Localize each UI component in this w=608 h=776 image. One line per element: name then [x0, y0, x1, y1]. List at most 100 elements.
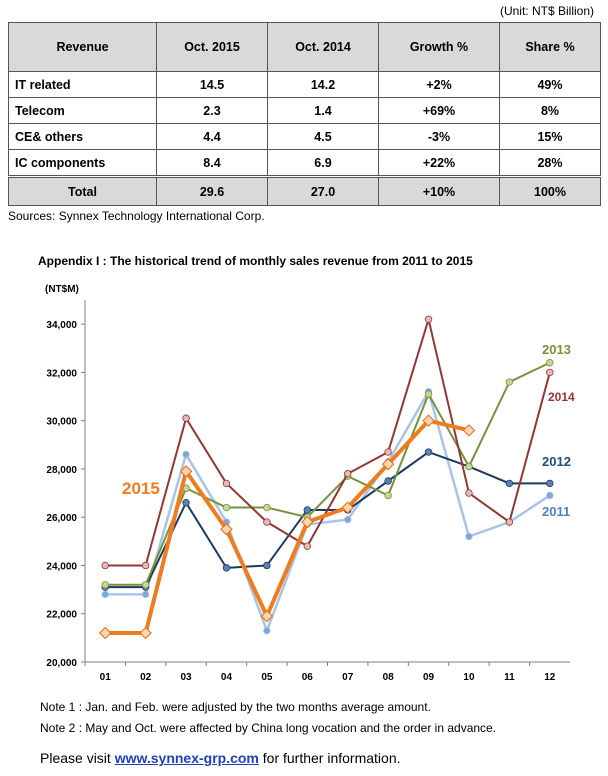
y-tick-label: 24,000	[46, 561, 77, 572]
row-oct2014: 4.5	[267, 123, 379, 150]
data-point-2013	[101, 581, 109, 589]
data-point-2013	[384, 491, 392, 500]
row-category: IC components	[8, 149, 157, 177]
data-point-2012	[182, 499, 190, 507]
row-growth: +2%	[378, 71, 500, 98]
data-point-2011	[182, 450, 190, 459]
note-2: Note 2 : May and Oct. were affected by C…	[40, 721, 497, 735]
data-point-2015	[260, 609, 274, 623]
visit-prefix: Please visit	[40, 750, 111, 766]
table-header-row: Revenue Oct. 2015 Oct. 2014 Growth % Sha…	[8, 22, 601, 72]
y-tick-label: 20,000	[46, 658, 77, 669]
data-point-2012	[303, 506, 311, 514]
series-label-2013: 2013	[542, 342, 571, 357]
x-tick-label: 10	[463, 672, 475, 683]
row-share: 15%	[499, 123, 601, 150]
series-line-2014	[105, 318, 551, 567]
row-oct2015: 8.4	[156, 149, 268, 177]
data-point-2011	[344, 515, 352, 524]
row-share: 49%	[499, 71, 601, 98]
data-point-2014	[263, 518, 271, 526]
data-point-2015	[381, 457, 395, 471]
total-share: 100%	[499, 175, 601, 206]
data-point-2012	[505, 479, 514, 488]
series-line-2013	[105, 361, 551, 586]
data-point-2014	[344, 470, 352, 478]
series-label-2012: 2012	[542, 454, 571, 469]
x-tick-label: 01	[100, 672, 112, 683]
row-oct2015: 2.3	[156, 97, 268, 124]
unit-label: (Unit: NT$ Billion)	[499, 4, 594, 18]
row-oct2015: 4.4	[156, 123, 268, 150]
series-line-2011	[105, 390, 551, 632]
header-oct2015: Oct. 2015	[156, 22, 268, 72]
sources-note: Sources: Synnex Technology International…	[8, 209, 265, 223]
data-point-2013	[141, 581, 150, 589]
data-point-2015	[179, 465, 193, 478]
data-point-2013	[263, 503, 271, 512]
x-tick-label: 03	[180, 672, 192, 683]
row-oct2015: 14.5	[156, 71, 268, 98]
data-point-2014	[182, 414, 190, 422]
data-point-2011	[141, 590, 150, 599]
data-point-2012	[263, 561, 271, 570]
x-tick-label: 08	[383, 672, 395, 683]
data-point-2012	[384, 477, 392, 485]
x-tick-label: 11	[504, 672, 515, 683]
data-point-2015	[422, 414, 435, 427]
x-tick-label: 05	[261, 672, 273, 683]
row-oct2014: 1.4	[267, 97, 379, 124]
total-oct2014: 27.0	[267, 175, 379, 206]
table-row: IC components 8.4 6.9 +22% 28%	[8, 149, 601, 177]
row-category: IT related	[8, 71, 157, 98]
header-oct2014: Oct. 2014	[267, 22, 379, 72]
data-point-2013	[465, 462, 473, 471]
x-tick-label: 02	[140, 672, 152, 683]
y-tick-label: 22,000	[46, 610, 77, 621]
data-point-2013	[546, 359, 554, 367]
data-point-2014	[424, 315, 433, 324]
appendix-title: Appendix I : The historical trend of mon…	[38, 254, 473, 268]
header-revenue: Revenue	[8, 22, 157, 72]
data-point-2014	[546, 368, 554, 377]
total-label: Total	[8, 175, 157, 206]
y-tick-label: 32,000	[46, 368, 77, 379]
data-point-2015	[462, 424, 476, 437]
series-label-2011: 2011	[542, 504, 570, 519]
data-point-2014	[222, 479, 231, 488]
x-tick-label: 12	[544, 672, 556, 683]
data-point-2013	[505, 378, 514, 386]
row-growth: +69%	[378, 97, 500, 124]
x-tick-label: 04	[221, 672, 233, 683]
row-growth: +22%	[378, 149, 500, 177]
series-line-2015	[105, 418, 470, 636]
data-point-2011	[546, 491, 554, 500]
total-growth: +10%	[378, 175, 500, 206]
data-point-2014	[384, 448, 392, 456]
series-label-2015: 2015	[122, 479, 160, 498]
table-row: CE& others 4.4 4.5 -3% 15%	[8, 123, 601, 150]
data-point-2012	[424, 448, 433, 456]
data-point-2012	[222, 564, 231, 572]
website-link[interactable]: www.synnex-grp.com	[114, 750, 259, 766]
data-point-2014	[303, 542, 311, 550]
data-point-2011	[465, 532, 473, 541]
data-point-2015	[301, 515, 314, 529]
y-tick-label: 30,000	[46, 417, 77, 428]
visit-line: Please visit www.synnex-grp.com for furt…	[40, 750, 401, 766]
revenue-table: Revenue Oct. 2015 Oct. 2014 Growth % Sha…	[8, 22, 601, 206]
row-share: 28%	[499, 149, 601, 177]
revenue-trend-chart: 20,000 22,000 24,000 26,000 28,000 30,000 32,0…	[46, 300, 575, 683]
row-category: Telecom	[8, 97, 157, 124]
data-point-2013	[222, 503, 231, 512]
visit-suffix: for further information.	[262, 750, 401, 766]
row-category: CE& others	[8, 123, 157, 150]
data-point-2014	[101, 561, 109, 570]
y-tick-label: 34,000	[46, 320, 77, 331]
header-share: Share %	[499, 22, 601, 72]
y-tick-label: 28,000	[46, 465, 77, 476]
data-point-2011	[263, 626, 271, 635]
data-point-2012	[546, 479, 554, 488]
header-growth: Growth %	[378, 22, 500, 72]
data-point-2015	[139, 626, 152, 640]
